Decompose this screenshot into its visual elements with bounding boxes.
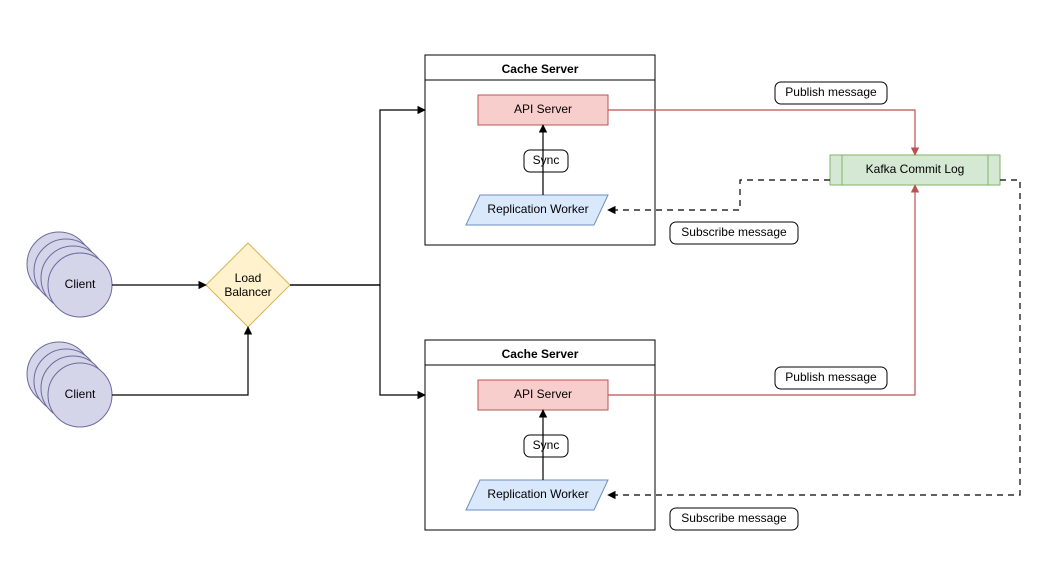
publish-label-1: Publish message	[785, 85, 877, 99]
api-server-label: API Server	[514, 102, 572, 116]
edge-publish-2	[608, 185, 915, 395]
subscribe-label-2: Subscribe message	[681, 511, 787, 525]
load-balancer: Load Balancer	[206, 243, 290, 327]
sync-label: Sync	[533, 153, 560, 167]
edge-labels: Publish message Subscribe message Publis…	[670, 82, 887, 530]
client-stack-1: Client	[27, 232, 112, 317]
load-balancer-label-2: Balancer	[224, 285, 271, 299]
kafka-commit-log: Kafka Commit Log	[830, 155, 1000, 185]
client-label: Client	[65, 277, 96, 291]
edge-lb-cache1	[290, 110, 425, 285]
edge-lb-cache2	[290, 285, 425, 395]
replication-worker-label: Replication Worker	[487, 487, 588, 501]
publish-label-2: Publish message	[785, 370, 877, 384]
subscribe-label-1: Subscribe message	[681, 225, 787, 239]
edges-publish	[608, 110, 915, 395]
client-label: Client	[65, 387, 96, 401]
cache-server-1: Cache Server API Server Sync Replication…	[425, 55, 655, 245]
sync-label: Sync	[533, 438, 560, 452]
replication-worker-label: Replication Worker	[487, 202, 588, 216]
edge-subscribe-1	[608, 180, 830, 210]
cache-server-title: Cache Server	[502, 347, 579, 361]
api-server-label: API Server	[514, 387, 572, 401]
kafka-label: Kafka Commit Log	[866, 162, 965, 176]
edge-publish-1	[608, 110, 915, 155]
edge-client2-lb	[112, 327, 248, 395]
edges-solid	[112, 110, 543, 480]
cache-server-2: Cache Server API Server Sync Replication…	[425, 340, 655, 530]
load-balancer-label-1: Load	[235, 271, 262, 285]
cache-server-title: Cache Server	[502, 62, 579, 76]
client-stack-2: Client	[27, 342, 112, 427]
